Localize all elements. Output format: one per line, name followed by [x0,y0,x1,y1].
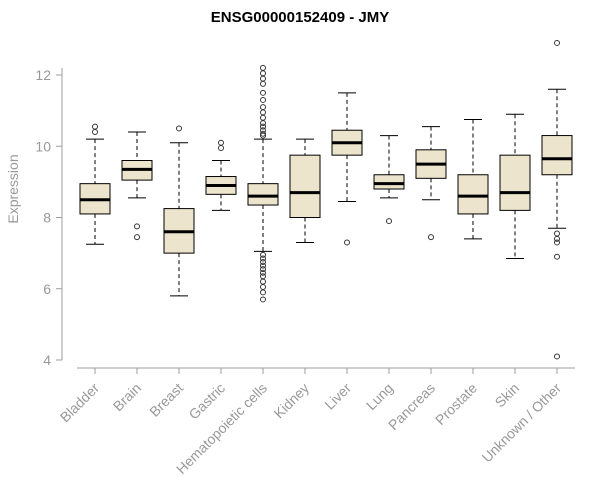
outlier-point [260,120,266,127]
outlier-point [260,104,266,111]
boxplot-box [289,138,321,243]
outlier-point [260,109,266,116]
x-tick-label: Breast [146,380,186,420]
outlier-point [260,64,266,71]
boxplot-box [247,64,279,303]
y-tick-label: 4 [43,352,51,368]
x-tick-label: Skin [492,380,523,411]
boxplot-box [79,123,111,245]
y-axis: 4 6 8 10 12 [35,67,63,368]
outlier-point [260,283,266,290]
y-tick-label: 8 [43,210,51,226]
outlier-point [260,296,266,303]
outlier-point [428,234,434,241]
x-tick-label: Brain [110,380,144,414]
outlier-point [260,251,266,258]
outlier-point [260,96,266,103]
boxplot-box [457,119,489,240]
x-tick-label: Lung [363,380,396,413]
boxplot-box [163,125,195,297]
boxplot-box [121,131,153,241]
x-tick-label: Bladder [57,380,103,426]
outlier-point [344,239,350,246]
outlier-point [260,70,266,77]
boxplot-box [415,126,447,241]
outlier-point [260,80,266,87]
outlier-point [260,269,266,276]
outlier-point [260,255,266,262]
outlier-point [554,253,560,260]
outlier-point [260,289,266,296]
y-tick-label: 10 [35,138,51,154]
x-tick-label: Liver [321,380,354,413]
outlier-point [260,273,266,280]
y-tick-label: 6 [43,281,51,297]
outlier-point [554,235,560,242]
outlier-point [134,223,140,230]
outlier-point [386,218,392,225]
outlier-point [554,239,560,246]
outlier-point [260,262,266,269]
outlier-point [176,125,182,132]
outlier-point [92,129,98,135]
chart-title: ENSG00000152409 - JMY [210,9,390,26]
outlier-point [218,139,224,146]
outlier-point [554,230,560,237]
boxplot-box [205,139,237,211]
x-tick-label: Prostate [432,380,480,428]
outlier-point [260,123,266,130]
outlier-point [554,353,560,360]
boxplot-box [499,113,531,259]
outlier-point [92,123,98,130]
x-tick-label: Kidney [271,380,313,422]
outlier-point [260,114,266,121]
boxplot-box [331,92,363,246]
x-tick-label: Pancreas [385,380,438,433]
outlier-point [260,266,266,273]
x-tick-label: Unknown / Other [479,380,565,466]
outlier-point [260,89,266,96]
y-tick-label: 12 [35,67,51,83]
outlier-point [260,132,266,139]
boxplot-box [541,39,573,360]
boxplot-box [373,135,405,225]
outlier-point [260,278,266,285]
outlier-point [134,234,140,241]
outlier-point [554,39,560,46]
outlier-point [260,259,266,266]
outlier-point [260,75,266,82]
outlier-point [218,145,224,152]
outlier-point [260,130,266,137]
